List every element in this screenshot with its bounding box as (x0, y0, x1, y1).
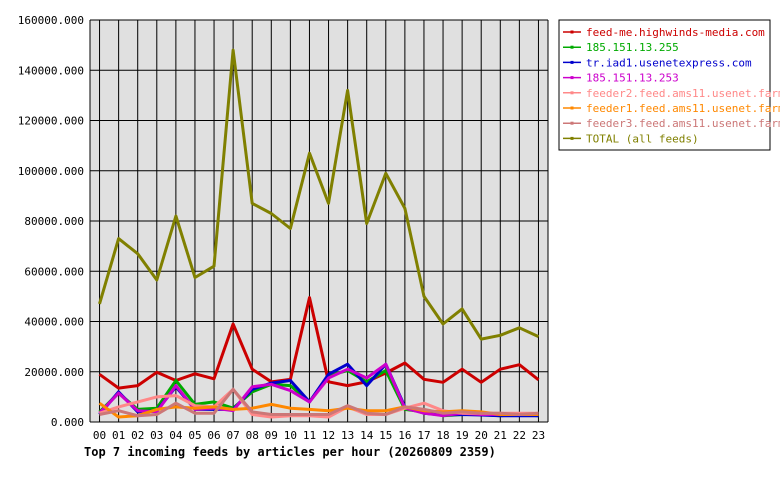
y-tick-label: 100000.000 (18, 165, 84, 178)
legend-box (558, 19, 771, 151)
series-line (99, 387, 539, 418)
x-tick-label: 19 (456, 429, 469, 442)
x-tick-label: 21 (494, 429, 507, 442)
x-tick-label: 13 (341, 429, 354, 442)
legend-label: feed-me.highwinds-media.com (586, 26, 765, 39)
legend-marker (570, 91, 574, 95)
x-tick-label: 00 (93, 429, 106, 442)
axes (89, 19, 549, 423)
legend: feed-me.highwinds-media.com 185.151.13.25… (558, 19, 780, 151)
y-tick-label: 20000.000 (24, 366, 84, 379)
x-tick-label: 15 (379, 429, 392, 442)
y-tick-label: 80000.000 (24, 215, 84, 228)
series-line (98, 48, 540, 341)
legend-label: tr.iad1.usenetexpress.com (586, 56, 752, 69)
legend-marker (570, 76, 574, 80)
x-tick-label: 03 (150, 429, 163, 442)
legend-items: feed-me.highwinds-media.com 185.151.13.25… (563, 26, 780, 145)
legend-label: feeder3.feed.ams11.usenet.farm (586, 117, 780, 130)
legend-label: feeder2.feed.ams11.usenet.farm (586, 87, 780, 100)
x-tick-label: 02 (131, 429, 144, 442)
x-tick-label: 11 (303, 429, 316, 442)
legend-marker (570, 136, 574, 140)
legend-marker (570, 121, 574, 125)
y-tick-label: 60000.000 (24, 265, 84, 278)
x-tick-label: 10 (284, 429, 297, 442)
x-tick-labels: 00 01 02 03 04 05 06 07 08 09 10 11 12 13 14 15 16 17 18 19… (93, 429, 545, 442)
y-tick-label: 40000.000 (24, 316, 84, 329)
y-tick-labels: 0.000 20000.000 40000.000 60000.000 80000.00… (18, 14, 84, 429)
x-tick-label: 14 (360, 429, 374, 442)
legend-marker (570, 60, 574, 64)
y-tick-label: 120000.000 (18, 115, 84, 128)
legend-marker (570, 45, 574, 49)
chart-title: Top 7 incoming feeds by articles per hou… (84, 445, 496, 459)
x-tick-label: 12 (322, 429, 335, 442)
x-tick-label: 18 (436, 429, 449, 442)
legend-label: TOTAL (all feeds) (586, 132, 699, 145)
x-tick-label: 08 (246, 429, 259, 442)
legend-marker (570, 30, 574, 34)
legend-label: 185.151.13.253 (586, 72, 679, 85)
x-tick-label: 20 (475, 429, 488, 442)
x-tick-label: 22 (513, 429, 526, 442)
grid-lines (90, 19, 548, 423)
x-tick-label: 16 (398, 429, 411, 442)
x-tick-label: 06 (207, 429, 220, 442)
x-tick-label: 01 (112, 429, 125, 442)
legend-label: 185.151.13.255 (586, 41, 679, 54)
legend-label: feeder1.feed.ams11.usenet.farm (586, 102, 780, 115)
series-lines (98, 48, 540, 419)
x-tick-label: 17 (417, 429, 430, 442)
y-tick-label: 0.000 (51, 416, 84, 429)
y-tick-label: 140000.000 (18, 64, 84, 77)
y-tick-label: 160000.000 (18, 14, 84, 27)
legend-marker (570, 106, 574, 110)
series-line (98, 296, 540, 390)
x-tick-label: 05 (188, 429, 201, 442)
x-tick-label: 09 (265, 429, 278, 442)
x-tick-label: 04 (169, 429, 183, 442)
x-tick-label: 07 (227, 429, 240, 442)
x-tick-label: 23 (532, 429, 545, 442)
